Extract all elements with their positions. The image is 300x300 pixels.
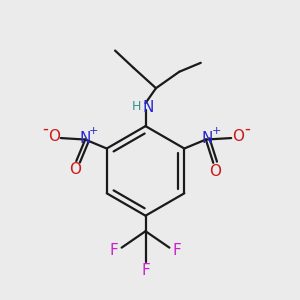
Text: +: + xyxy=(89,126,98,136)
Text: O: O xyxy=(209,164,221,179)
Text: N: N xyxy=(80,130,91,146)
Text: -: - xyxy=(42,120,48,138)
Text: O: O xyxy=(48,129,60,144)
Text: N: N xyxy=(142,100,154,115)
Text: O: O xyxy=(232,129,244,144)
Text: -: - xyxy=(244,120,250,138)
Text: F: F xyxy=(110,243,118,258)
Text: F: F xyxy=(141,262,150,278)
Text: H: H xyxy=(131,100,141,113)
Text: +: + xyxy=(212,126,221,136)
Text: O: O xyxy=(69,162,81,177)
Text: N: N xyxy=(202,130,213,146)
Text: F: F xyxy=(172,243,181,258)
